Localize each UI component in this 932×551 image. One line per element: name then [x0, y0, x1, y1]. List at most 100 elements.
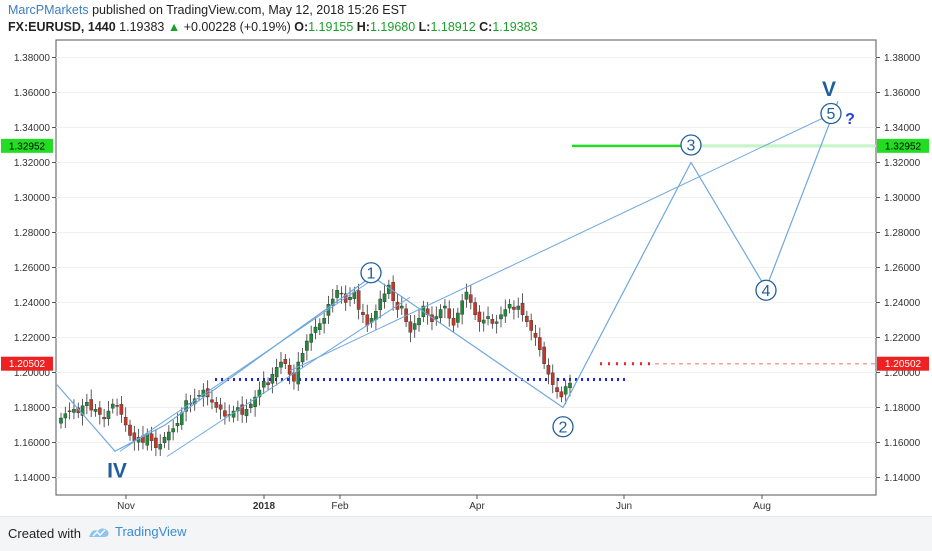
- tradingview-logo-icon: [89, 528, 109, 537]
- candle-body: [283, 359, 288, 364]
- candle-body: [270, 374, 275, 384]
- candle-body: [119, 404, 124, 415]
- candle-body: [309, 333, 313, 343]
- candle-body: [59, 417, 63, 424]
- high-label: H:: [356, 20, 370, 34]
- open-value: 1.19155: [308, 20, 354, 34]
- price-tags: 1.32952 1.32952 1.20502 1.20502: [1, 138, 929, 371]
- wave-label-circle: [755, 279, 777, 301]
- candle-body: [300, 353, 305, 363]
- open-label: O:: [294, 20, 309, 34]
- candle-body: [106, 410, 111, 420]
- candle-body: [339, 292, 344, 295]
- x-tick-label: Jun: [616, 501, 632, 512]
- candle-body: [460, 300, 464, 315]
- candle-body: [438, 309, 443, 319]
- x-tick-label: Feb: [331, 501, 349, 512]
- close-label: C:: [479, 20, 493, 34]
- close-value: 1.19383: [492, 20, 538, 34]
- candle-body: [443, 305, 447, 309]
- tradingview-link[interactable]: TradingView: [88, 524, 187, 539]
- candle-body: [89, 399, 93, 411]
- y-tick-label: 1.24000: [14, 298, 51, 309]
- wave-label-text: 3: [687, 138, 696, 155]
- candle-body: [167, 431, 171, 441]
- y-tick-label: 1.36000: [14, 88, 51, 99]
- created-with-text: Created with: [8, 526, 81, 541]
- y-tick-label: 1.30000: [14, 193, 51, 204]
- candle-body: [490, 319, 495, 324]
- x-tick-label: Nov: [117, 501, 135, 512]
- candle-body: [158, 444, 163, 450]
- wave-label-text: 1: [367, 265, 376, 282]
- symbol: FX:EURUSD, 1440: [8, 20, 116, 34]
- wave-labels: IV 1 2 3 4 5 V?: [107, 78, 855, 483]
- y-tick-label: 1.28000: [14, 228, 51, 239]
- candle-body: [274, 367, 279, 378]
- candle-body: [512, 306, 516, 310]
- candle-body: [248, 403, 253, 409]
- change-value: +0.00228 (+0.19%): [183, 20, 291, 34]
- candle-body: [387, 284, 391, 294]
- candle-body: [520, 303, 525, 315]
- y-tick-label: 1.30000: [884, 193, 921, 204]
- candle-body: [279, 361, 283, 368]
- candle-body: [546, 364, 551, 375]
- candle-body: [550, 372, 555, 385]
- candle-body: [296, 361, 301, 385]
- candle-body: [305, 340, 309, 351]
- candle-body: [244, 409, 249, 417]
- candle-body: [63, 413, 68, 419]
- candle-body: [171, 428, 175, 433]
- y-tick-label: 1.36000: [884, 88, 921, 99]
- y-tick-label: 1.38000: [884, 53, 921, 64]
- price-chart[interactable]: 1.38000 1.36000 1.34000 1.32000 1.30000 1.280…: [0, 0, 932, 516]
- candle-body: [253, 396, 257, 408]
- low-value: 1.18912: [430, 20, 476, 34]
- candle-body: [563, 386, 568, 395]
- candle-body: [456, 312, 460, 323]
- wave-path: [56, 101, 839, 453]
- candle-body: [223, 410, 227, 417]
- candle-body: [335, 290, 339, 298]
- y-tick-label: 1.28000: [884, 228, 921, 239]
- candle-body: [507, 304, 512, 309]
- candle-body: [257, 389, 262, 398]
- wave-label-text: 2: [559, 419, 568, 436]
- price-tag-left-label: 1.20502: [9, 359, 46, 370]
- candle-body: [417, 318, 421, 326]
- candle-body: [477, 311, 482, 322]
- candle-body: [451, 318, 456, 326]
- candle-body: [80, 405, 85, 416]
- candle-body: [555, 387, 559, 392]
- candle-body: [464, 291, 469, 300]
- candle-body: [434, 316, 439, 320]
- candle-body: [447, 308, 452, 319]
- price-tag-right: [877, 138, 929, 153]
- price-tag-left: [1, 356, 53, 371]
- candle-body: [197, 395, 201, 397]
- candle-body: [516, 305, 521, 310]
- candle-body: [365, 314, 370, 326]
- candle-body: [473, 302, 477, 315]
- price-tag-right: [877, 356, 929, 371]
- candle-body: [240, 404, 244, 415]
- wave-label-circle: [680, 134, 702, 156]
- y-tick-label: 1.34000: [14, 123, 51, 134]
- candle-body: [538, 337, 542, 350]
- candle-body: [412, 323, 417, 330]
- horizontal-levels: [215, 144, 876, 381]
- channel-line: [119, 274, 381, 452]
- candle-body: [481, 319, 486, 324]
- y-tick-label: 1.16000: [14, 438, 51, 449]
- candle-body: [313, 326, 318, 333]
- y-tick-label: 1.32000: [14, 158, 51, 169]
- x-axis: Nov 2018 Feb Apr Jun Aug: [117, 495, 771, 512]
- y-axis-right: 1.38000 1.36000 1.34000 1.32000 1.30000 1.280…: [876, 53, 921, 484]
- author-name[interactable]: MarcPMarkets: [8, 3, 89, 17]
- y-tick-label: 1.38000: [14, 53, 51, 64]
- wave-label-circle: [820, 102, 842, 125]
- candle-body: [214, 402, 219, 408]
- candle-body: [533, 333, 538, 338]
- y-tick-label: 1.22000: [14, 333, 51, 344]
